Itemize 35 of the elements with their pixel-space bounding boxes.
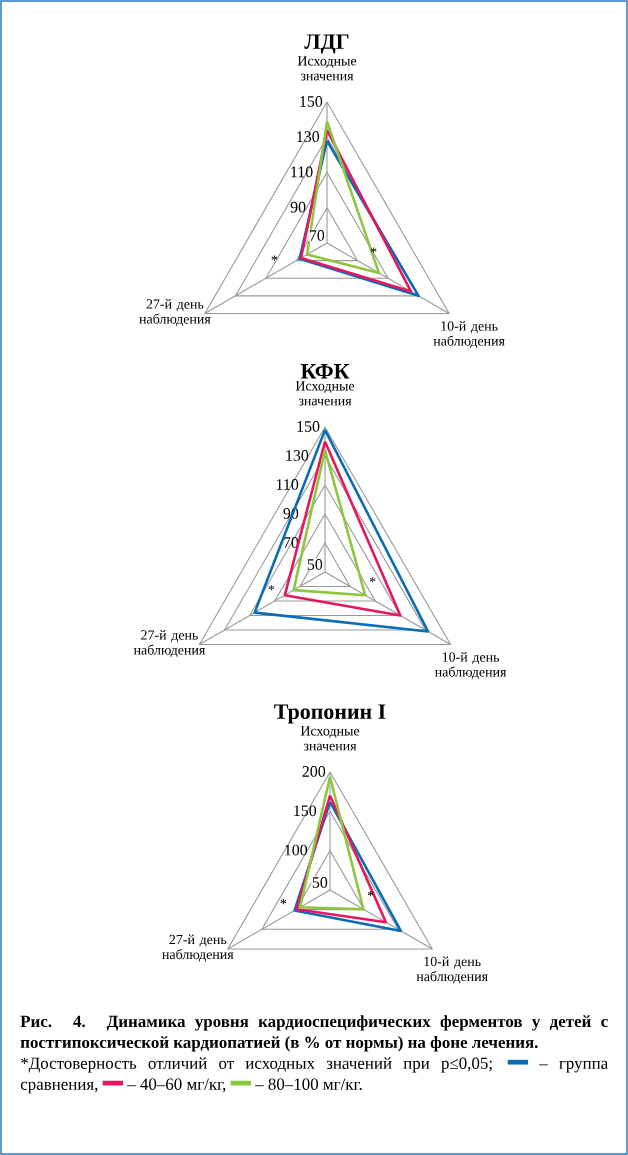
- text: *Достоверность отличий от исходных значений при p≤0,05;: [21, 1057, 492, 1073]
- spoke-label: Исходные значения: [297, 56, 357, 81]
- text: сравнения,: [20, 1081, 98, 1094]
- text: Рис. 4. Динамика уровня кардиоспецифических ферментов у детей с постгипоксической кардиопатией (в % от нормы) на фоне лечения.: [20, 1015, 608, 1052]
- chart-title: КФК: [300, 364, 350, 379]
- y-tick-label: 50: [312, 877, 328, 888]
- text: – группа: [539, 1060, 608, 1073]
- spoke-label: 10-й день наблюдения: [434, 652, 507, 680]
- spoke-label: 27-й день наблюдения: [133, 630, 206, 658]
- spoke-label: Исходные значения: [295, 381, 355, 406]
- y-tick-label: 90: [290, 201, 306, 213]
- legend-label: – 80–100 мг/кг.: [255, 1078, 362, 1090]
- spoke-label: 10-й день наблюдения: [433, 321, 505, 349]
- text: *: [280, 899, 287, 905]
- spoke-label: 27-й день наблюдения: [139, 299, 211, 327]
- y-tick-label: 110: [291, 166, 313, 178]
- y-tick-label: 70: [309, 230, 325, 241]
- y-tick-label: 150: [294, 805, 317, 817]
- spoke-label: Исходные значения: [300, 726, 360, 751]
- y-tick-label: 50: [307, 559, 323, 570]
- y-tick-label: 200: [302, 766, 326, 777]
- y-tick-label: 150: [300, 96, 323, 107]
- legend-label: – 40–60 мг/кг,: [127, 1078, 226, 1093]
- chart-title: Тропонин I: [274, 704, 386, 724]
- y-tick-label: 110: [276, 479, 299, 490]
- text: *: [268, 585, 275, 591]
- y-tick-label: 150: [297, 421, 320, 432]
- y-tick-label: 100: [285, 844, 308, 856]
- chart-title: ЛДГ: [304, 34, 349, 54]
- y-tick-label: 130: [297, 131, 320, 143]
- spoke-label: 27-й день наблюдения: [162, 934, 234, 962]
- text: *: [369, 577, 376, 583]
- y-tick-label: 130: [286, 450, 309, 461]
- spoke-label: 10-й день наблюдения: [416, 956, 488, 984]
- text: *: [271, 255, 278, 261]
